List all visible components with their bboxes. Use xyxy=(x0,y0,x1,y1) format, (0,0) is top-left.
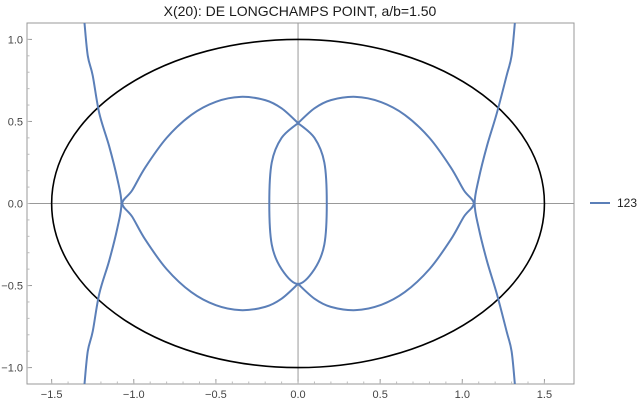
legend: 123 xyxy=(590,196,637,210)
y-tick-label: 0.5 xyxy=(8,116,23,128)
x-tick-label: −1.5 xyxy=(41,389,63,401)
y-tick-label: 0.0 xyxy=(8,199,23,211)
chart-title: X(20): DE LONGCHAMPS POINT, a/b=1.50 xyxy=(164,3,437,19)
x-tick-label: 0.5 xyxy=(373,389,388,401)
ellipse-curve xyxy=(50,38,546,369)
series-curve-left-branch xyxy=(83,23,123,384)
x-tick-label: 1.5 xyxy=(537,389,552,401)
x-tick-label: −0.5 xyxy=(205,389,227,401)
y-tick-label: −1.0 xyxy=(1,363,23,375)
curves xyxy=(50,23,546,384)
ticks: −1.5 −1.0 −0.5 0.0 0.5 1.0 1.5 −1.0 −0.5 0.0 0.5 1.… xyxy=(1,34,552,401)
axes xyxy=(27,23,574,384)
x-tick-label: 1.0 xyxy=(455,389,470,401)
x-tick-label: −1.0 xyxy=(123,389,145,401)
x-tick-label: 0.0 xyxy=(290,389,305,401)
y-tick-label: −0.5 xyxy=(1,281,23,293)
series-curve-right-branch xyxy=(473,23,516,384)
y-tick-label: 1.0 xyxy=(8,34,23,46)
plot-area: −1.5 −1.0 −0.5 0.0 0.5 1.0 1.5 −1.0 −0.5 0.0 0.5 1.… xyxy=(1,22,575,401)
legend-label-123: 123 xyxy=(617,196,637,210)
